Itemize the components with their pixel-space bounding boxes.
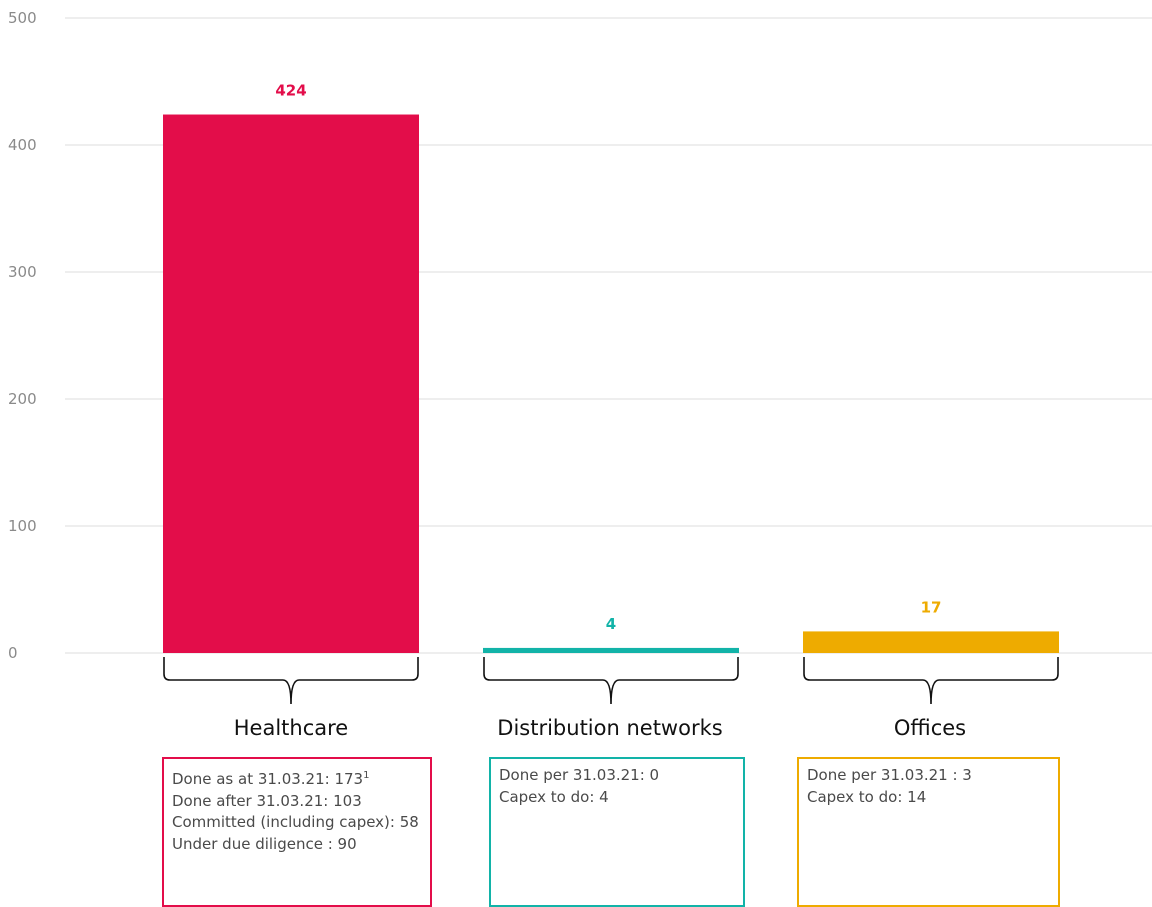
category-label-healthcare: Healthcare: [233, 716, 349, 740]
y-tick-label: 0: [8, 644, 18, 662]
category-braces: [163, 657, 1059, 705]
value-label: 424: [275, 82, 306, 100]
note-line: Under due diligence : 90: [172, 834, 357, 853]
note-line: Done after 31.03.21: 103: [172, 791, 362, 810]
bars: [163, 114, 1059, 653]
category-label-distribution-networks: Distribution networks: [497, 716, 723, 740]
y-tick-label: 300: [8, 263, 37, 281]
category-label-offices: Offices: [893, 716, 967, 740]
note-line: Committed (including capex): 58: [172, 813, 419, 831]
note-box-distribution-networks: Done per 31.03.21: 0 Capex to do: 4: [489, 757, 745, 907]
category-brace: [163, 657, 419, 705]
note-line: Capex to do: 4: [499, 787, 609, 806]
value-label: 17: [921, 598, 942, 616]
category-brace: [803, 657, 1059, 705]
note-line: Capex to do: 14: [807, 787, 927, 806]
y-tick-label: 400: [8, 136, 37, 154]
footnote-marker: 1: [363, 770, 370, 781]
bar-offices: [803, 631, 1059, 653]
note-box-offices: Done per 31.03.21 : 3 Capex to do: 14: [797, 757, 1060, 907]
y-tick-label: 500: [8, 9, 37, 27]
note-line: Done per 31.03.21: 0: [499, 766, 660, 784]
y-tick-label: 200: [8, 390, 37, 408]
value-labels: 424 4 17: [275, 82, 941, 633]
note-line: Done as at 31.03.21: 1731: [172, 770, 370, 788]
note-box-healthcare: Done as at 31.03.21: 1731 Done after 31.…: [162, 757, 432, 907]
y-axis-ticks: 0 100 200 300 400 500: [8, 9, 37, 662]
note-line: Done per 31.03.21 : 3: [807, 766, 972, 784]
value-label: 4: [606, 615, 616, 633]
bar-distribution-networks: [483, 647, 739, 653]
y-tick-label: 100: [8, 517, 37, 535]
bar-healthcare: [163, 114, 419, 653]
category-brace: [483, 657, 739, 705]
